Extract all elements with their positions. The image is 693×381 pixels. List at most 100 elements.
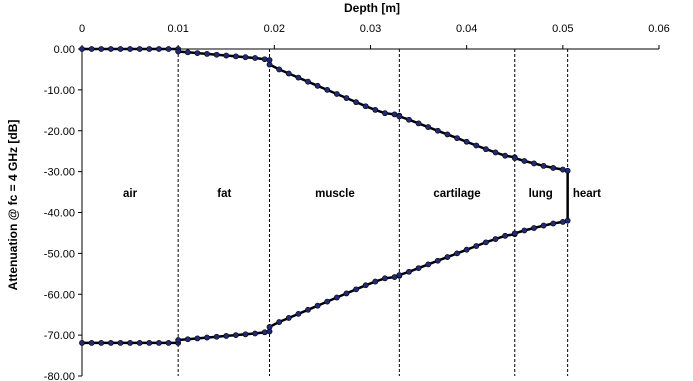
data-point — [156, 46, 162, 52]
data-point — [117, 339, 124, 346]
data-point — [117, 46, 124, 52]
data-point — [184, 49, 191, 56]
data-point — [372, 107, 379, 113]
data-point — [146, 46, 153, 52]
data-point — [136, 339, 143, 346]
data-point — [261, 56, 268, 63]
data-point — [107, 339, 114, 346]
data-point — [98, 339, 105, 346]
data-point — [127, 46, 133, 52]
data-point — [391, 111, 398, 118]
x-tick-label: 0.03 — [360, 23, 381, 35]
data-point — [372, 278, 379, 285]
data-point — [194, 50, 201, 56]
x-tick-label: 0.05 — [552, 23, 573, 35]
data-point — [362, 103, 369, 110]
data-point — [266, 324, 273, 330]
data-point — [425, 261, 432, 268]
data-point — [285, 315, 292, 321]
data-point — [434, 257, 441, 264]
data-point — [242, 54, 249, 61]
data-point — [521, 158, 528, 164]
data-point — [415, 120, 422, 127]
data-point — [314, 82, 321, 89]
y-tick-label: -50.00 — [44, 248, 75, 260]
x-tick-label: 0.04 — [456, 23, 477, 35]
x-tick-label: 0.01 — [167, 23, 188, 35]
data-point — [511, 155, 518, 162]
data-point — [194, 335, 201, 342]
data-point — [502, 232, 509, 239]
data-point — [406, 116, 412, 123]
region-label-heart: heart — [573, 188, 601, 200]
data-point — [223, 52, 230, 59]
data-point — [473, 142, 480, 149]
data-point — [502, 152, 509, 159]
data-point — [88, 46, 95, 52]
region-label-fat: fat — [217, 188, 231, 200]
data-point — [295, 74, 302, 81]
data-point — [165, 46, 172, 52]
data-point — [550, 220, 557, 227]
x-axis-title: Depth [m] — [344, 1, 400, 15]
data-point — [559, 166, 566, 173]
y-tick-label: -30.00 — [44, 167, 75, 179]
data-point — [463, 246, 470, 253]
data-point — [425, 124, 432, 130]
data-point — [559, 219, 566, 225]
data-point — [276, 66, 283, 73]
data-point — [444, 131, 451, 138]
data-point — [252, 330, 258, 337]
data-point — [333, 294, 340, 301]
data-point — [295, 310, 302, 317]
data-point — [146, 339, 153, 346]
y-axis-title: Attenuation @ fc = 4 GHz [dB] — [6, 120, 20, 291]
data-point — [305, 306, 311, 313]
region-label-cartilage: cartilage — [433, 188, 480, 200]
data-point — [175, 48, 182, 55]
data-point — [204, 51, 210, 57]
data-point — [165, 339, 172, 346]
data-point — [492, 149, 499, 156]
data-point — [396, 113, 403, 120]
data-point — [454, 250, 460, 257]
data-point — [454, 135, 460, 142]
data-point — [156, 339, 162, 346]
data-point — [213, 333, 220, 340]
data-point — [232, 332, 239, 339]
data-point — [314, 302, 321, 309]
data-point — [482, 239, 489, 246]
data-point — [213, 51, 220, 58]
y-tick-label: -60.00 — [44, 289, 75, 301]
y-tick-label: -70.00 — [44, 330, 75, 342]
data-point — [252, 55, 258, 61]
data-point — [550, 165, 557, 171]
data-point — [127, 339, 133, 346]
data-point — [434, 127, 441, 134]
data-point — [266, 61, 273, 68]
data-point — [343, 95, 350, 101]
data-point — [88, 339, 95, 346]
data-point — [531, 160, 537, 167]
data-point — [444, 254, 451, 260]
data-point — [204, 334, 210, 341]
data-point — [353, 99, 359, 106]
x-tick-label: 0.02 — [264, 23, 285, 35]
data-point — [382, 275, 388, 282]
data-point — [511, 230, 518, 237]
data-point — [324, 86, 331, 93]
data-point — [333, 91, 340, 97]
data-point — [391, 274, 398, 280]
data-point — [79, 46, 85, 52]
y-tick-label: -80.00 — [44, 371, 75, 381]
y-tick-label: -10.00 — [44, 85, 75, 97]
data-point — [531, 225, 537, 231]
data-point — [540, 222, 547, 229]
data-point — [305, 78, 311, 85]
data-point — [463, 138, 470, 145]
data-point — [396, 272, 403, 278]
data-point — [521, 227, 528, 234]
data-point — [415, 265, 422, 271]
x-tick-label: 0 — [79, 23, 85, 35]
